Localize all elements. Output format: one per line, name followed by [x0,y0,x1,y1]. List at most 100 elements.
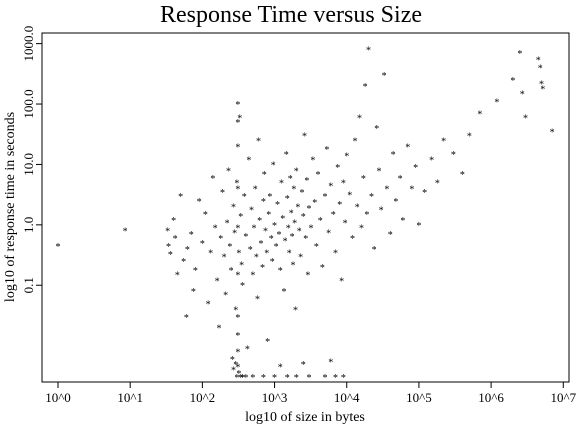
y-axis-label: log10 of response time in seconds [3,112,18,302]
data-point: * [305,271,310,282]
data-point: * [391,150,396,161]
x-tick-label: 10^5 [406,390,432,405]
plot-area-frame [41,32,570,383]
data-point: * [539,79,544,90]
data-point: * [280,214,285,225]
x-tick-label: 10^0 [45,390,71,405]
y-tick-label: 10.0 [21,153,36,176]
data-point: * [249,205,254,216]
data-point: * [271,160,276,171]
data-point: * [235,100,240,111]
data-point: * [222,252,227,263]
data-point: * [278,363,283,374]
data-point: * [284,150,289,161]
data-point: * [288,174,293,185]
data-point: * [262,170,267,181]
data-point: * [215,276,220,287]
data-point: * [523,113,528,124]
data-point: * [314,242,319,253]
data-point: * [290,232,295,243]
data-point: * [259,239,264,250]
data-point: * [520,89,525,100]
data-point: * [538,64,543,75]
data-point: * [285,373,290,384]
data-point: * [238,212,243,223]
data-point: * [320,263,325,274]
data-point: * [210,174,215,185]
y-tick-label: 100.0 [21,89,36,118]
data-point: * [400,216,405,227]
data-point: * [123,227,128,238]
data-point: * [276,230,281,241]
data-point: * [175,271,180,282]
data-point: * [235,224,240,235]
data-point: * [263,227,268,238]
data-point: * [165,227,170,238]
data-point: * [256,136,261,147]
data-point: * [289,209,294,220]
data-point: * [355,203,360,214]
data-point: * [233,305,238,316]
data-point: * [300,188,305,199]
data-point: * [344,152,349,163]
data-point: * [405,142,410,153]
data-point: * [409,184,414,195]
data-point: * [223,291,228,302]
data-point: * [173,234,178,245]
data-point: * [352,136,357,147]
data-point: * [168,250,173,261]
data-point: * [235,363,240,374]
data-point: * [393,197,398,208]
data-point: * [279,179,284,190]
data-point: * [235,118,240,129]
x-tick-label: 10^2 [190,390,216,405]
data-point: * [243,373,248,384]
data-point: * [298,252,303,263]
data-point: * [323,373,328,384]
data-point: * [341,373,346,384]
data-point: * [302,132,307,143]
data-point: * [275,200,280,211]
data-point: * [429,156,434,167]
data-point: * [318,216,323,227]
data-point: * [550,128,555,139]
data-point: * [333,248,338,259]
data-point: * [171,216,176,227]
data-point: * [350,234,355,245]
data-point: * [384,184,389,195]
data-point: * [235,347,240,358]
x-tick-label: 10^7 [550,390,576,405]
data-point: * [422,188,427,199]
data-point: * [264,248,269,259]
data-point: * [357,113,362,124]
data-point: * [301,212,306,223]
data-point: * [341,179,346,190]
data-point: * [297,227,302,238]
data-point: * [285,194,290,205]
data-point: * [363,82,368,93]
data-point: * [240,281,245,292]
data-point: * [294,373,299,384]
data-point: * [265,337,270,348]
data-point: * [364,210,369,221]
data-point: * [243,232,248,243]
data-point: * [278,266,283,277]
data-point: * [235,271,240,282]
data-point: * [306,204,311,215]
data-point: * [287,248,292,259]
data-point: * [331,210,336,221]
data-point: * [229,266,234,277]
data-point: * [233,360,238,371]
data-point: * [372,245,377,256]
data-point: * [451,150,456,161]
data-point: * [230,355,235,366]
data-point: * [303,234,308,245]
data-point: * [510,76,515,87]
data-point: * [536,55,541,66]
data-point: * [225,218,230,229]
data-point: * [441,136,446,147]
data-point: * [369,192,374,203]
data-point: * [477,109,482,120]
x-tick-label: 10^3 [262,390,288,405]
data-point: * [328,181,333,192]
